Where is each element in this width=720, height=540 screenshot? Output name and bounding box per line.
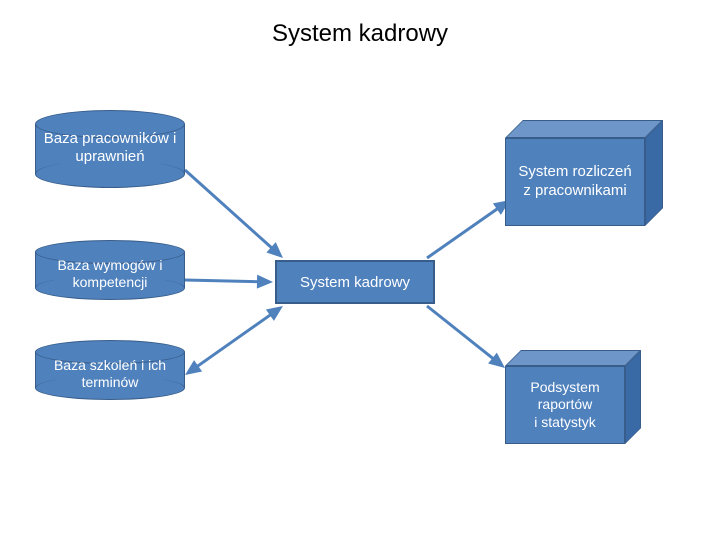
db-requirements-label: Baza wymogów i kompetencji	[35, 257, 185, 291]
reports-cube: Podsystem raportów i statystyk	[505, 350, 641, 444]
diagram-title: System kadrowy	[0, 20, 720, 48]
cube-side	[645, 120, 663, 226]
db-training-label: Baza szkoleń i ich terminów	[35, 357, 185, 391]
cube-top	[505, 120, 663, 138]
cube-top	[505, 350, 641, 366]
reports-label: Podsystem raportów i statystyk	[505, 366, 625, 444]
db-employees-label: Baza pracowników i uprawnień	[35, 130, 185, 166]
center-system-label: System kadrowy	[300, 274, 410, 291]
settlements-label: System rozliczeń z pracownikami	[505, 138, 645, 226]
db-requirements-cylinder: Baza wymogów i kompetencji	[35, 240, 185, 300]
db-training-cylinder: Baza szkoleń i ich terminów	[35, 340, 185, 400]
cube-side	[625, 350, 641, 444]
center-system-box: System kadrowy	[275, 260, 435, 304]
title-text: System kadrowy	[272, 20, 448, 47]
settlements-cube: System rozliczeń z pracownikami	[505, 120, 663, 226]
db-employees-cylinder: Baza pracowników i uprawnień	[35, 110, 185, 188]
